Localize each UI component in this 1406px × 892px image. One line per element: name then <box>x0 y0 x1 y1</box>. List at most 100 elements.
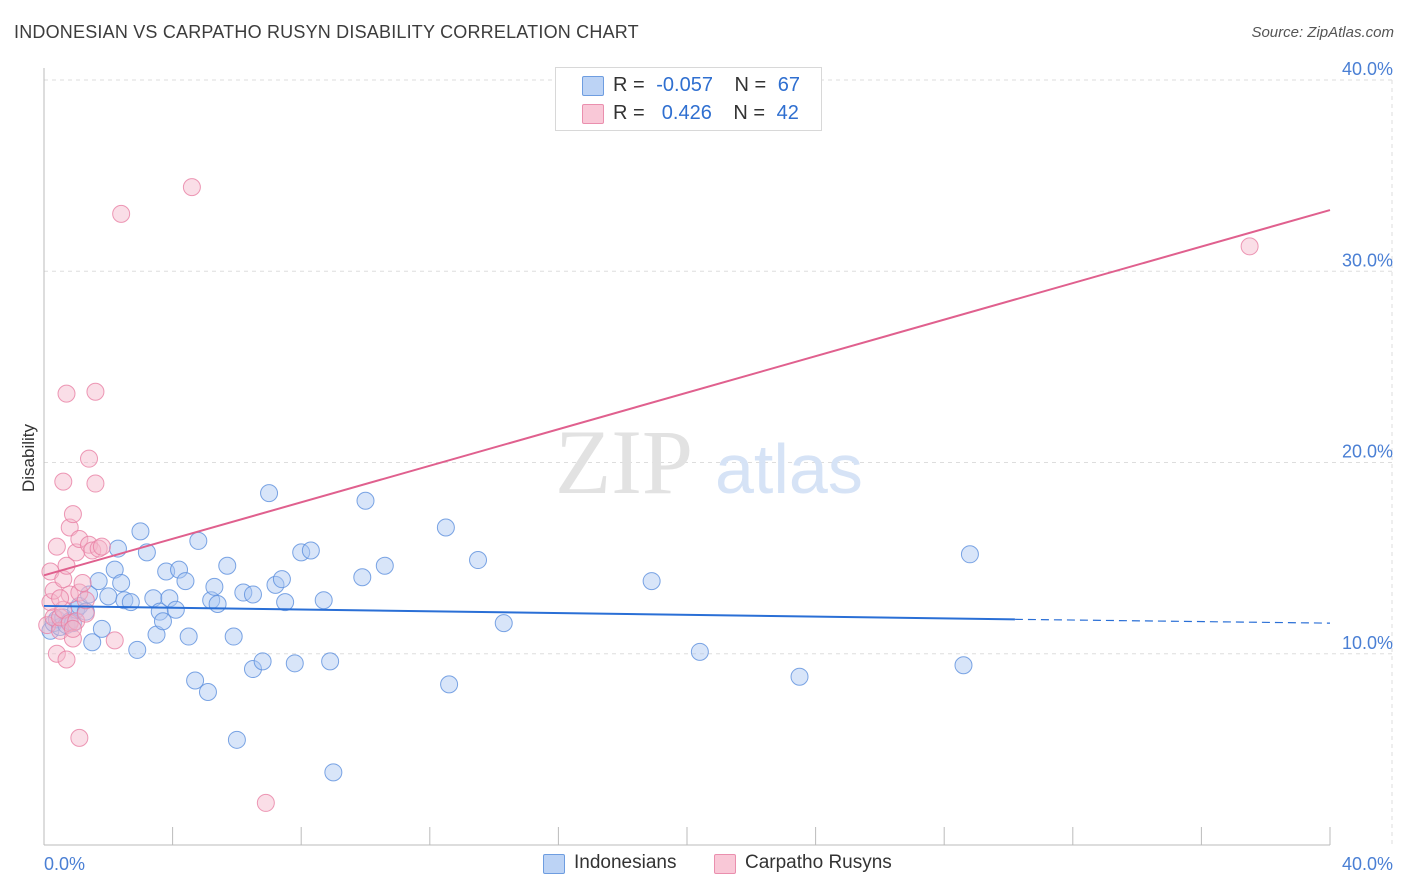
data-point-carpatho-rusyns <box>80 449 99 468</box>
data-point-indonesians <box>260 484 279 503</box>
data-point-carpatho-rusyns <box>86 474 105 493</box>
legend-label: Indonesians <box>574 852 677 873</box>
trend-line-indonesians <box>43 604 1015 621</box>
series-carpatho-rusyns <box>38 178 1259 812</box>
legend-n-value: 42 <box>776 102 799 124</box>
data-point-carpatho-rusyns <box>76 591 95 610</box>
y-tick-label: 40.0% <box>1342 59 1393 79</box>
data-point-carpatho-rusyns <box>73 573 92 592</box>
data-point-indonesians <box>227 730 246 749</box>
data-point-indonesians <box>494 614 513 633</box>
data-point-carpatho-rusyns <box>112 204 131 223</box>
y-tick-label: 30.0% <box>1342 250 1393 270</box>
data-point-indonesians <box>375 556 394 575</box>
legend-r-label: R = <box>613 74 645 96</box>
data-point-indonesians <box>436 518 455 537</box>
data-point-carpatho-rusyns <box>76 604 95 623</box>
data-point-carpatho-rusyns <box>54 472 73 491</box>
data-point-carpatho-rusyns <box>1240 237 1259 256</box>
data-point-indonesians <box>954 656 973 675</box>
data-point-indonesians <box>115 591 134 610</box>
data-point-carpatho-rusyns <box>63 619 82 638</box>
data-point-indonesians <box>224 627 243 646</box>
x-tick-label: 0.0% <box>44 854 85 874</box>
data-point-carpatho-rusyns <box>57 384 76 403</box>
legend-n-value: 67 <box>777 74 801 96</box>
data-point-indonesians <box>272 570 291 589</box>
data-point-carpatho-rusyns <box>70 583 89 602</box>
data-point-indonesians <box>83 633 102 652</box>
source-label: Source: ZipAtlas.com <box>1251 24 1394 41</box>
data-point-indonesians <box>276 593 295 612</box>
data-point-carpatho-rusyns <box>70 728 89 747</box>
legend-r-label: R = <box>613 102 645 124</box>
data-point-indonesians <box>356 491 375 510</box>
data-point-carpatho-rusyns <box>47 537 66 556</box>
data-point-indonesians <box>353 568 372 587</box>
data-point-indonesians <box>198 683 217 701</box>
trend-line-carpatho-rusyns <box>43 209 1331 577</box>
data-point-carpatho-rusyns <box>47 644 66 663</box>
data-point-indonesians <box>186 671 205 690</box>
chart-title: INDONESIAN VS CARPATHO RUSYN DISABILITY … <box>14 22 639 42</box>
data-point-indonesians <box>253 652 272 671</box>
data-point-indonesians <box>179 627 198 646</box>
legend-r-value: 0.426 <box>656 102 712 124</box>
legend-swatch-pink <box>582 104 604 124</box>
data-point-indonesians <box>243 585 262 604</box>
data-point-carpatho-rusyns <box>182 178 201 197</box>
data-point-carpatho-rusyns <box>70 530 89 548</box>
y-tick-label: 20.0% <box>1342 442 1393 462</box>
y-tick-label: 10.0% <box>1342 633 1393 653</box>
data-point-carpatho-rusyns <box>83 541 102 560</box>
data-point-indonesians <box>690 642 709 661</box>
data-point-carpatho-rusyns <box>63 505 82 524</box>
tick-labels: 10.0% 20.0% 30.0% 40.0% 0.0% 40.0% <box>44 59 1393 874</box>
data-point-indonesians <box>176 572 195 591</box>
data-point-indonesians <box>301 541 320 560</box>
data-point-indonesians <box>128 640 147 659</box>
data-point-indonesians <box>92 619 111 638</box>
legend-swatch-pink <box>714 854 736 874</box>
data-point-carpatho-rusyns <box>51 589 70 608</box>
legend-row-indonesians: R = -0.057 N = 67 <box>556 72 821 100</box>
data-point-indonesians <box>440 675 459 694</box>
correlation-legend: R = -0.057 N = 67 R = 0.426 N = 42 <box>555 67 822 131</box>
series-indonesians <box>41 484 979 782</box>
trend-lines <box>43 209 1331 624</box>
data-point-indonesians <box>153 612 172 631</box>
legend-r-value: -0.057 <box>656 74 713 96</box>
legend-swatch-blue <box>543 854 565 874</box>
data-point-indonesians <box>112 573 131 592</box>
data-point-indonesians <box>960 545 979 564</box>
data-point-carpatho-rusyns <box>60 614 79 633</box>
data-point-indonesians <box>170 560 189 579</box>
data-point-carpatho-rusyns <box>86 382 105 401</box>
legend-label: Carpatho Rusyns <box>745 852 892 873</box>
data-point-carpatho-rusyns <box>105 631 124 650</box>
data-point-carpatho-rusyns <box>92 537 111 556</box>
data-point-indonesians <box>790 667 809 686</box>
data-point-indonesians <box>469 551 488 570</box>
watermark-atlas: atlas <box>715 430 863 508</box>
y-axis-title: Disability <box>19 423 38 492</box>
watermark-zip: ZIP <box>555 411 693 513</box>
data-point-carpatho-rusyns <box>256 793 275 812</box>
data-point-indonesians <box>131 522 150 541</box>
x-tick-label: 40.0% <box>1342 854 1393 874</box>
legend-row-carpatho-rusyns: R = 0.426 N = 42 <box>556 100 821 128</box>
data-point-indonesians <box>243 660 262 679</box>
data-point-indonesians <box>205 577 224 596</box>
legend-swatch-blue <box>582 76 604 96</box>
data-point-carpatho-rusyns <box>89 539 108 558</box>
data-point-indonesians <box>166 600 185 619</box>
trend-line-indonesians-extension <box>1014 618 1331 624</box>
data-point-indonesians <box>218 556 237 575</box>
data-point-carpatho-rusyns <box>63 629 82 648</box>
data-point-indonesians <box>642 572 661 591</box>
data-point-indonesians <box>285 654 304 673</box>
data-point-indonesians <box>321 652 340 671</box>
axes <box>43 68 1331 846</box>
data-point-carpatho-rusyns <box>57 650 76 669</box>
